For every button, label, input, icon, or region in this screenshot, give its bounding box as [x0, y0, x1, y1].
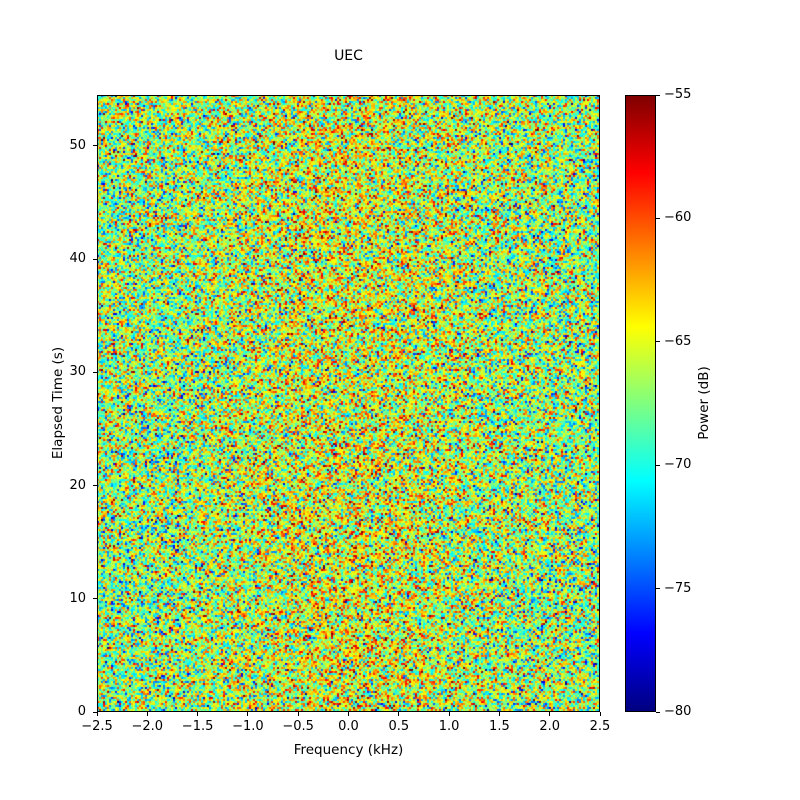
x-tick-mark [96, 712, 98, 716]
x-tick-label: 2.0 [539, 719, 561, 734]
x-tick-label: −1.5 [181, 719, 214, 734]
colorbar-tick-label: −60 [664, 210, 692, 226]
y-tick-mark [93, 485, 97, 487]
colorbar-tick-label: −80 [664, 704, 692, 719]
y-tick-label: 50 [69, 137, 86, 153]
colorbar-tick-label: −65 [664, 333, 692, 349]
x-tick-label: 0.0 [338, 719, 359, 734]
colorbar-tick-mark [656, 217, 660, 219]
x-tick-label: 1.5 [489, 719, 510, 734]
y-tick-label: 10 [69, 590, 86, 606]
x-axis-label: Frequency (kHz) [293, 742, 404, 758]
colorbar-tick-label: −75 [664, 580, 692, 596]
y-tick-label: 40 [69, 251, 86, 267]
y-tick-mark [93, 145, 97, 147]
colorbar-tick-mark [656, 94, 660, 96]
x-tick-mark [398, 712, 400, 716]
x-tick-mark [348, 712, 349, 716]
x-tick-label: 1.0 [438, 719, 460, 734]
x-tick-mark [549, 712, 551, 716]
x-tick-mark [498, 712, 500, 716]
x-tick-mark [146, 712, 148, 716]
colorbar-tick-label: −70 [664, 457, 692, 473]
y-tick-label: 20 [69, 477, 86, 493]
colorbar-tick-mark [656, 464, 660, 466]
x-tick-mark [197, 712, 199, 716]
x-tick-mark [297, 712, 299, 716]
x-tick-label: 2.5 [589, 719, 611, 734]
figure-title: UEC [334, 48, 363, 64]
y-tick-mark [93, 258, 97, 260]
colorbar-label: Power (dB) [696, 366, 712, 440]
y-tick-mark [93, 371, 97, 373]
x-tick-label: 0.5 [388, 719, 410, 734]
y-tick-label: 30 [69, 364, 86, 380]
x-tick-mark [448, 712, 450, 716]
x-tick-label: −2.0 [131, 719, 164, 734]
y-tick-mark [93, 711, 97, 713]
y-axis-label: Elapsed Time (s) [50, 346, 66, 460]
y-tick-label: 0 [77, 704, 86, 719]
colorbar-tick-mark [656, 341, 660, 343]
colorbar-tick-mark [656, 588, 660, 590]
x-tick-mark [247, 712, 249, 716]
colorbar-tick-label: −55 [664, 87, 692, 102]
spectrogram-canvas [97, 95, 600, 712]
y-tick-mark [93, 598, 97, 600]
colorbar-tick-mark [656, 711, 660, 713]
x-tick-label: −2.5 [81, 719, 113, 734]
x-tick-label: −0.5 [282, 719, 314, 734]
colorbar-gradient [625, 95, 656, 712]
x-tick-mark [599, 712, 601, 716]
x-tick-label: −1.0 [232, 719, 264, 734]
